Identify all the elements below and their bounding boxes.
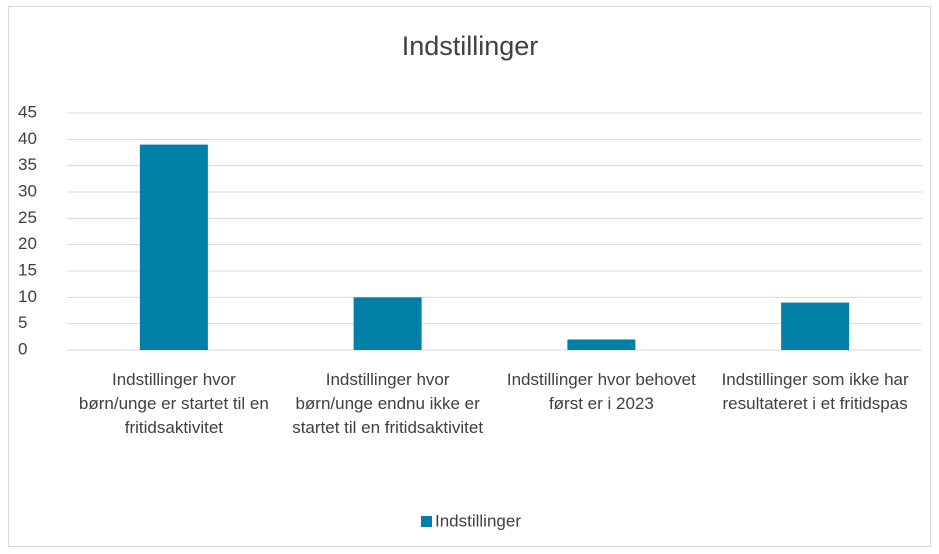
y-tick-label: 15 bbox=[18, 260, 37, 279]
y-tick-label: 0 bbox=[18, 339, 27, 358]
bar bbox=[567, 339, 636, 350]
x-tick-label: Indstillinger som ikke har resultateret … bbox=[721, 370, 909, 413]
x-tick-label: Indstillinger hvor børn/unge er startet … bbox=[78, 370, 269, 437]
chart-title: Indstillinger bbox=[402, 31, 539, 61]
y-tick-label: 40 bbox=[18, 129, 37, 148]
x-tick-label: Indstillinger hvor børn/unge endnu ikke … bbox=[292, 370, 484, 437]
legend-label: Indstillinger bbox=[435, 511, 521, 530]
y-tick-label: 35 bbox=[18, 155, 37, 174]
legend-swatch bbox=[421, 516, 432, 527]
x-tick-label: Indstillinger hvor behovet først er i 20… bbox=[506, 370, 696, 413]
y-tick-label: 45 bbox=[18, 102, 37, 121]
bar bbox=[139, 144, 208, 350]
y-tick-label: 5 bbox=[18, 313, 27, 332]
bar bbox=[781, 302, 850, 350]
y-tick-label: 25 bbox=[18, 208, 37, 227]
y-tick-label: 10 bbox=[18, 287, 37, 306]
y-tick-label: 20 bbox=[18, 234, 37, 253]
bar bbox=[353, 297, 422, 350]
y-tick-label: 30 bbox=[18, 181, 37, 200]
